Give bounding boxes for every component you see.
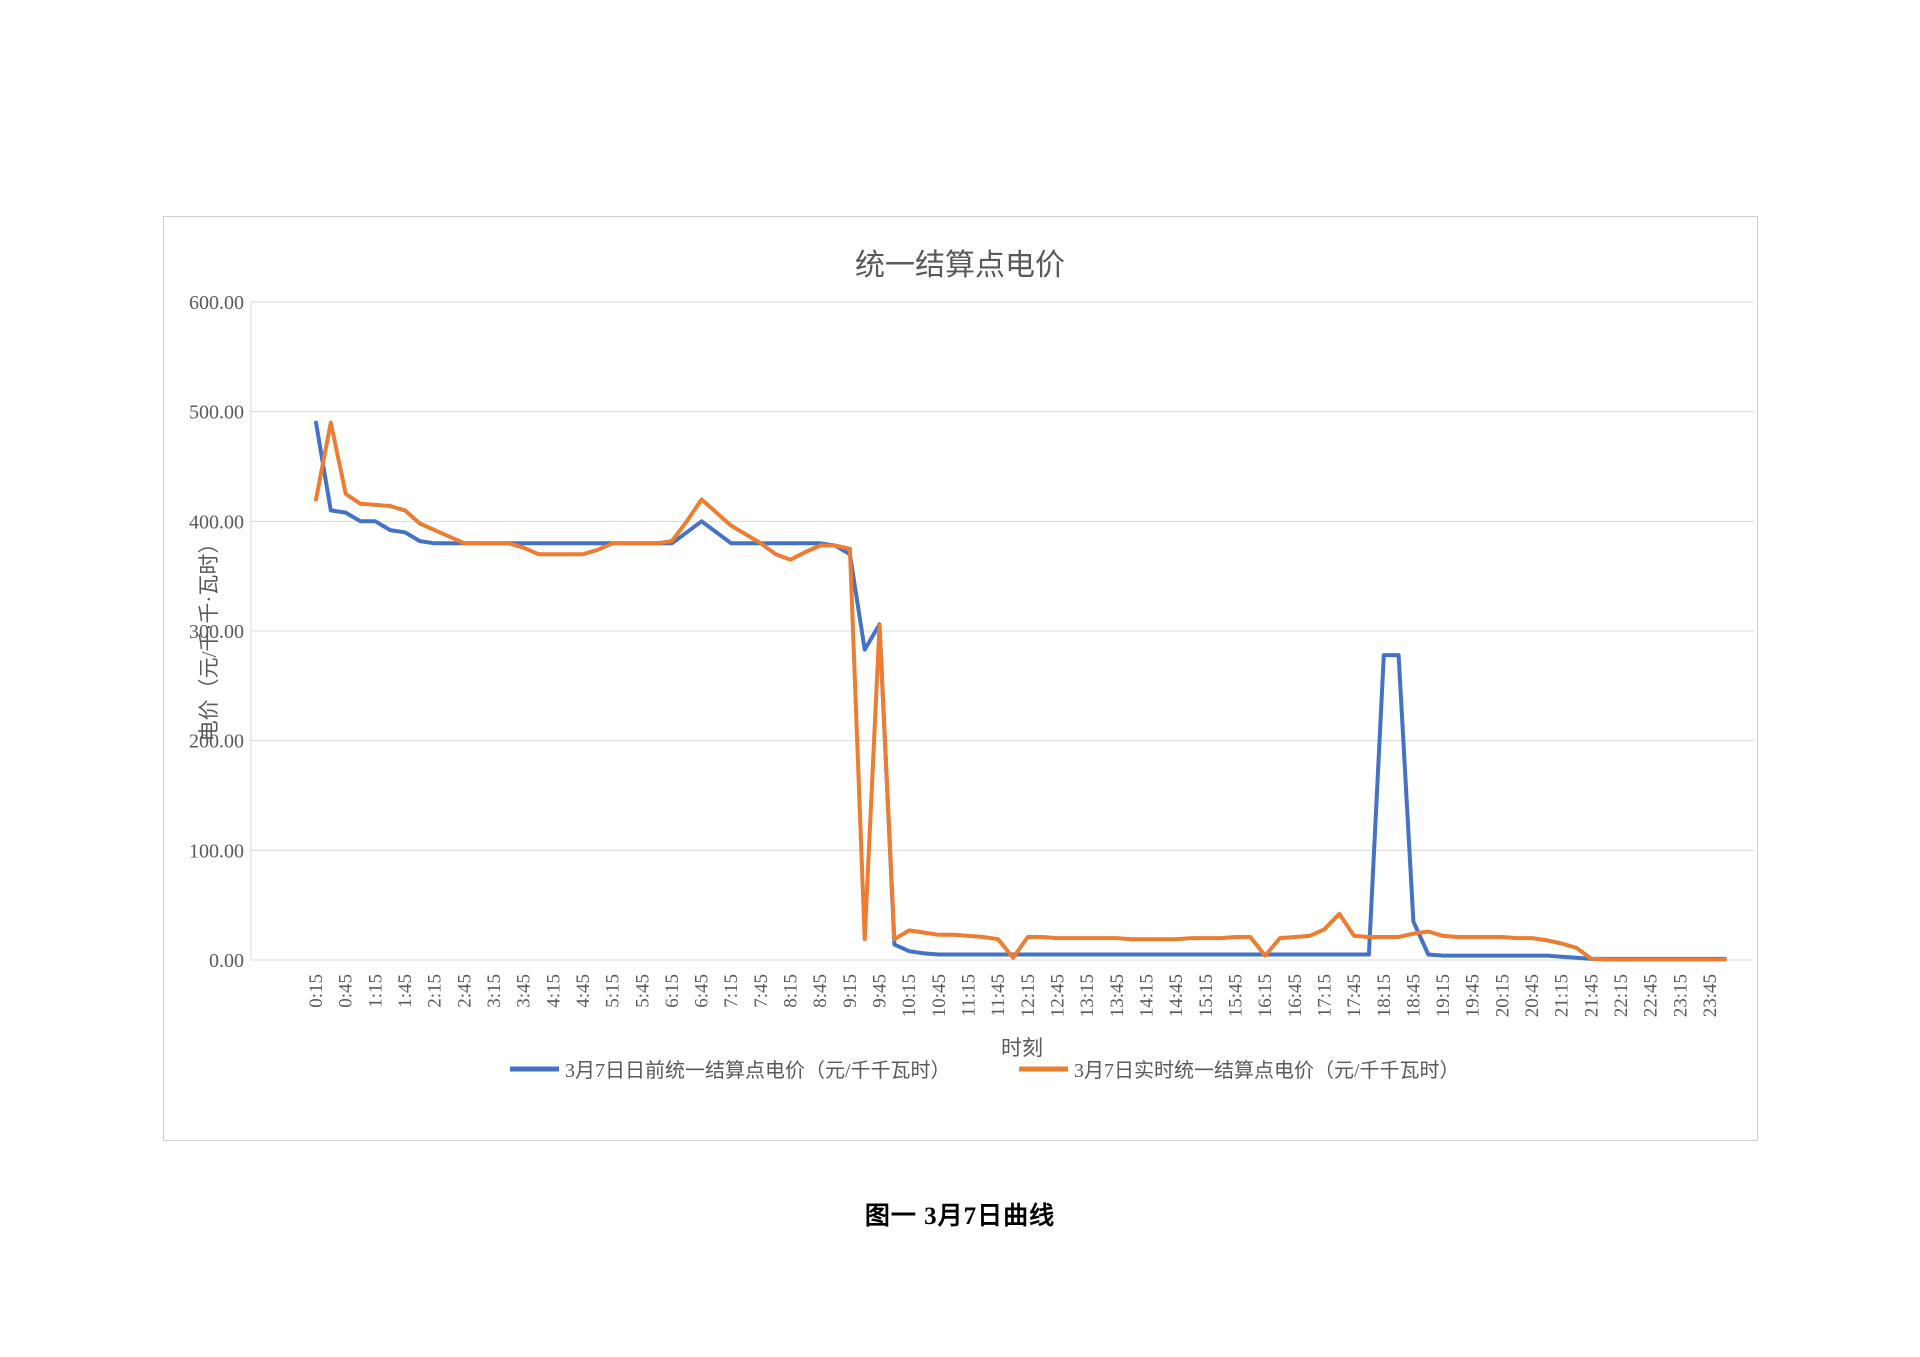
x-tick-label: 9:15 <box>840 974 861 1008</box>
x-tick-label: 14:15 <box>1136 974 1157 1017</box>
x-tick-label: 2:45 <box>454 974 475 1008</box>
x-tick-label: 10:45 <box>929 974 950 1017</box>
x-tick-label: 7:45 <box>751 974 772 1008</box>
x-tick-label: 15:15 <box>1196 974 1217 1017</box>
x-tick-label: 0:45 <box>336 974 357 1008</box>
chart-container: 0.00 100.00 200.00 300.00 400.00 500.00 600.00… <box>163 216 1758 1141</box>
x-tick-label: 2:15 <box>425 974 446 1008</box>
x-tick-label: 15:45 <box>1225 974 1246 1017</box>
price-chart-svg: 0.00 100.00 200.00 300.00 400.00 500.00 600.00… <box>189 249 1754 1082</box>
legend-label-dayahead: 3月7日日前统一结算点电价（元/千千瓦时） <box>565 1059 951 1082</box>
y-tick-label: 400.00 <box>189 511 244 533</box>
x-tick-label: 5:45 <box>632 974 653 1008</box>
x-tick-label: 11:45 <box>988 974 1009 1017</box>
x-tick-label: 11:15 <box>959 974 980 1017</box>
x-tick-label: 8:15 <box>781 974 802 1008</box>
x-tick-label: 19:45 <box>1463 974 1484 1017</box>
x-tick-label: 10:15 <box>899 974 920 1017</box>
x-tick-label: 18:45 <box>1403 974 1424 1017</box>
x-tick-label: 3:45 <box>514 974 535 1008</box>
x-tick-label: 6:45 <box>692 974 713 1008</box>
y-tick-label: 600.00 <box>189 292 244 314</box>
x-tick-label: 17:15 <box>1314 974 1335 1017</box>
x-tick-label: 1:45 <box>395 974 416 1008</box>
x-tick-label: 21:45 <box>1581 974 1602 1017</box>
x-tick-label: 16:15 <box>1255 974 1276 1017</box>
x-tick-label: 16:45 <box>1285 974 1306 1017</box>
y-axis-title: 电价（元/千·千·瓦时） <box>197 533 221 742</box>
x-tick-label: 19:15 <box>1433 974 1454 1017</box>
x-tick-label: 20:15 <box>1492 974 1513 1017</box>
x-tick-label: 23:45 <box>1700 974 1721 1017</box>
x-tick-label: 8:45 <box>810 974 831 1008</box>
x-tick-label: 9:45 <box>870 974 891 1008</box>
x-axis-title: 时刻 <box>1001 1036 1043 1060</box>
x-tick-label: 13:15 <box>1077 974 1098 1017</box>
x-tick-label: 0:15 <box>306 974 327 1008</box>
x-tick-label: 3:15 <box>484 974 505 1008</box>
x-tick-label: 17:45 <box>1344 974 1365 1017</box>
x-tick-label: 20:45 <box>1522 974 1543 1017</box>
x-tick-label: 18:15 <box>1374 974 1395 1017</box>
x-tick-label: 4:15 <box>543 974 564 1008</box>
x-tick-label: 6:15 <box>662 974 683 1008</box>
chart-title: 统一结算点电价 <box>855 249 1065 282</box>
legend-label-realtime: 3月7日实时统一结算点电价（元/千千瓦时） <box>1074 1059 1460 1082</box>
x-tick-label: 23:15 <box>1670 974 1691 1017</box>
x-tick-label: 13:45 <box>1107 974 1128 1017</box>
x-tick-label: 22:45 <box>1641 974 1662 1017</box>
x-tick-label: 12:15 <box>1018 974 1039 1017</box>
x-tick-label: 5:15 <box>603 974 624 1008</box>
x-tick-label: 1:15 <box>365 974 386 1008</box>
y-tick-label: 100.00 <box>189 840 244 862</box>
x-tick-label: 12:45 <box>1048 974 1069 1017</box>
series-line-dayahead <box>314 420 1727 961</box>
x-tick-label: 21:15 <box>1552 974 1573 1017</box>
y-tick-label: 200.00 <box>189 731 244 753</box>
x-tick-label: 4:45 <box>573 974 594 1008</box>
y-tick-label: 0.00 <box>209 950 244 972</box>
figure-caption: 图一 3月7日曲线 <box>864 1203 1056 1230</box>
series-line-realtime <box>314 420 1727 962</box>
x-tick-label: 22:15 <box>1611 974 1632 1017</box>
x-tick-label: 7:15 <box>721 974 742 1008</box>
y-tick-label: 300.00 <box>189 621 244 643</box>
x-tick-label: 14:45 <box>1166 974 1187 1017</box>
y-tick-label: 500.00 <box>189 402 244 424</box>
